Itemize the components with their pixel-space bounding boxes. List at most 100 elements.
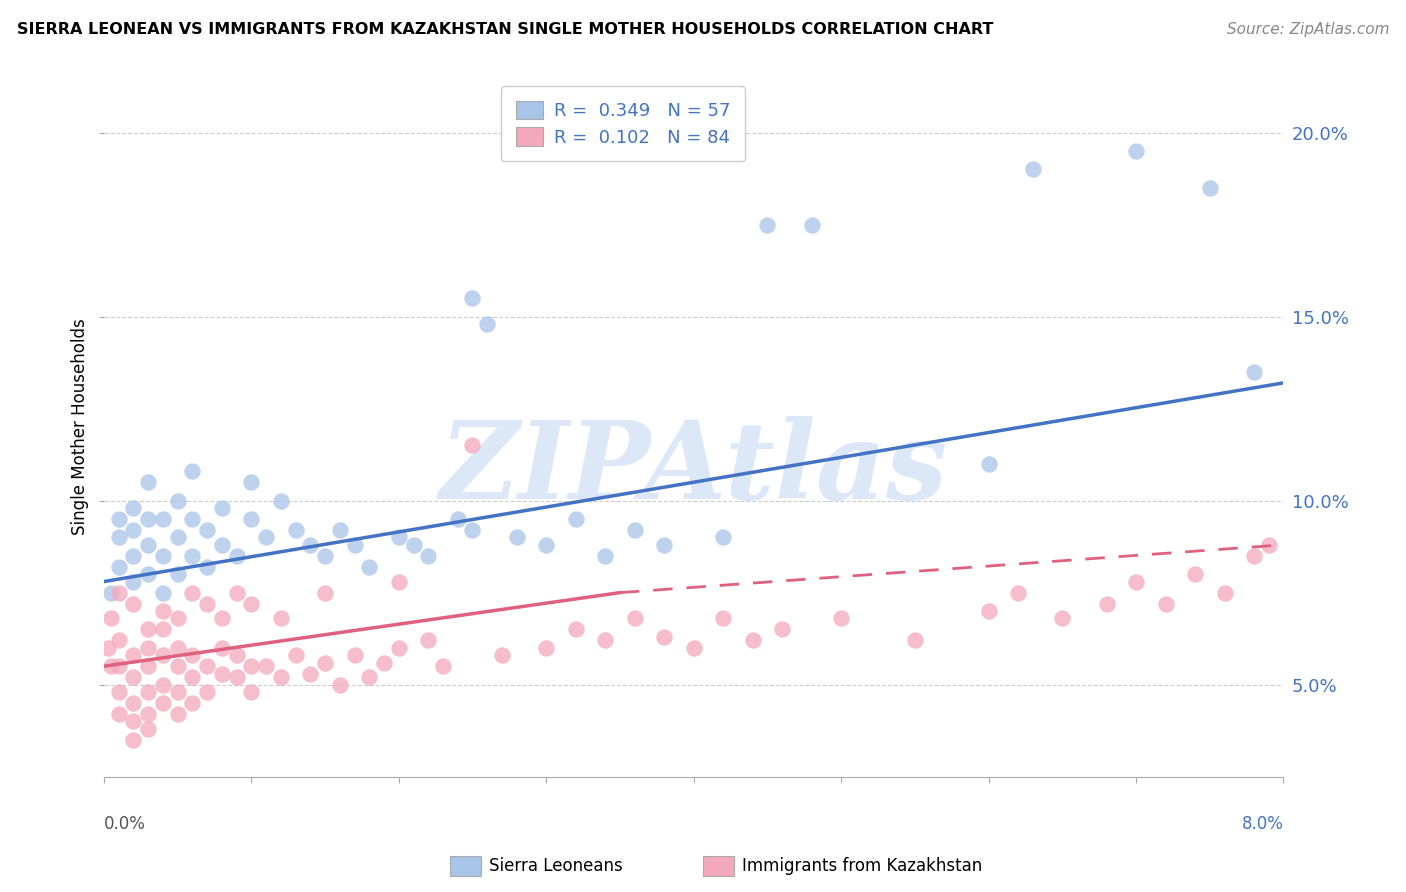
Point: [152, 604, 174, 618]
Point: [314, 549, 336, 563]
Text: Sierra Leoneans: Sierra Leoneans: [489, 857, 623, 875]
Point: [225, 648, 247, 663]
Point: [166, 567, 188, 582]
Point: [166, 685, 188, 699]
Point: [240, 475, 263, 490]
Point: [1198, 181, 1220, 195]
Point: [1213, 585, 1236, 599]
Point: [461, 438, 484, 452]
Point: [373, 656, 395, 670]
Point: [136, 640, 159, 655]
Point: [593, 633, 616, 648]
Point: [593, 549, 616, 563]
Point: [564, 512, 586, 526]
Point: [181, 648, 204, 663]
Point: [181, 670, 204, 684]
Point: [152, 696, 174, 710]
Point: [623, 523, 645, 537]
Point: [270, 493, 292, 508]
Point: [100, 585, 122, 599]
Text: 8.0%: 8.0%: [1241, 815, 1284, 833]
Point: [122, 574, 145, 589]
Point: [122, 732, 145, 747]
Point: [195, 523, 218, 537]
Point: [225, 585, 247, 599]
Point: [402, 538, 425, 552]
Point: [181, 549, 204, 563]
Text: ZIPAtlas: ZIPAtlas: [440, 416, 948, 522]
Point: [1007, 585, 1029, 599]
Point: [107, 585, 129, 599]
Point: [270, 670, 292, 684]
Point: [977, 604, 1000, 618]
Point: [756, 218, 779, 232]
Point: [432, 659, 454, 673]
Point: [314, 585, 336, 599]
Point: [136, 722, 159, 736]
Point: [211, 611, 233, 625]
Text: SIERRA LEONEAN VS IMMIGRANTS FROM KAZAKHSTAN SINGLE MOTHER HOUSEHOLDS CORRELATIO: SIERRA LEONEAN VS IMMIGRANTS FROM KAZAKH…: [17, 22, 993, 37]
Point: [711, 530, 734, 544]
Point: [652, 538, 675, 552]
Point: [240, 597, 263, 611]
Point: [122, 670, 145, 684]
Point: [195, 560, 218, 574]
Point: [107, 685, 129, 699]
Point: [166, 640, 188, 655]
Point: [122, 549, 145, 563]
Point: [100, 659, 122, 673]
Point: [1052, 611, 1074, 625]
Point: [107, 560, 129, 574]
Point: [652, 630, 675, 644]
Point: [240, 685, 263, 699]
Point: [122, 500, 145, 515]
Point: [830, 611, 852, 625]
Point: [299, 666, 322, 681]
Point: [359, 560, 381, 574]
Point: [1257, 538, 1279, 552]
Point: [195, 659, 218, 673]
Point: [284, 523, 307, 537]
Point: [122, 523, 145, 537]
Point: [181, 585, 204, 599]
Point: [136, 567, 159, 582]
Point: [491, 648, 513, 663]
Point: [122, 597, 145, 611]
Point: [225, 670, 247, 684]
Legend: R =  0.349   N = 57, R =  0.102   N = 84: R = 0.349 N = 57, R = 0.102 N = 84: [501, 87, 745, 161]
Point: [166, 707, 188, 722]
Point: [329, 678, 352, 692]
Point: [122, 696, 145, 710]
Point: [240, 512, 263, 526]
Point: [711, 611, 734, 625]
Point: [1095, 597, 1118, 611]
Point: [270, 611, 292, 625]
Point: [314, 656, 336, 670]
Point: [181, 696, 204, 710]
Point: [343, 648, 366, 663]
Point: [122, 714, 145, 729]
Point: [181, 464, 204, 478]
Point: [343, 538, 366, 552]
Point: [388, 640, 411, 655]
Point: [477, 317, 499, 331]
Point: [418, 549, 440, 563]
Point: [152, 585, 174, 599]
Point: [461, 523, 484, 537]
Point: [741, 633, 763, 648]
Point: [166, 659, 188, 673]
Point: [1022, 162, 1045, 177]
Point: [166, 493, 188, 508]
Point: [97, 640, 120, 655]
Point: [107, 530, 129, 544]
Point: [299, 538, 322, 552]
Point: [211, 666, 233, 681]
Point: [254, 659, 277, 673]
Point: [770, 623, 793, 637]
Y-axis label: Single Mother Households: Single Mother Households: [72, 318, 89, 535]
Point: [359, 670, 381, 684]
Point: [136, 538, 159, 552]
Text: Source: ZipAtlas.com: Source: ZipAtlas.com: [1226, 22, 1389, 37]
Point: [564, 623, 586, 637]
Point: [447, 512, 470, 526]
